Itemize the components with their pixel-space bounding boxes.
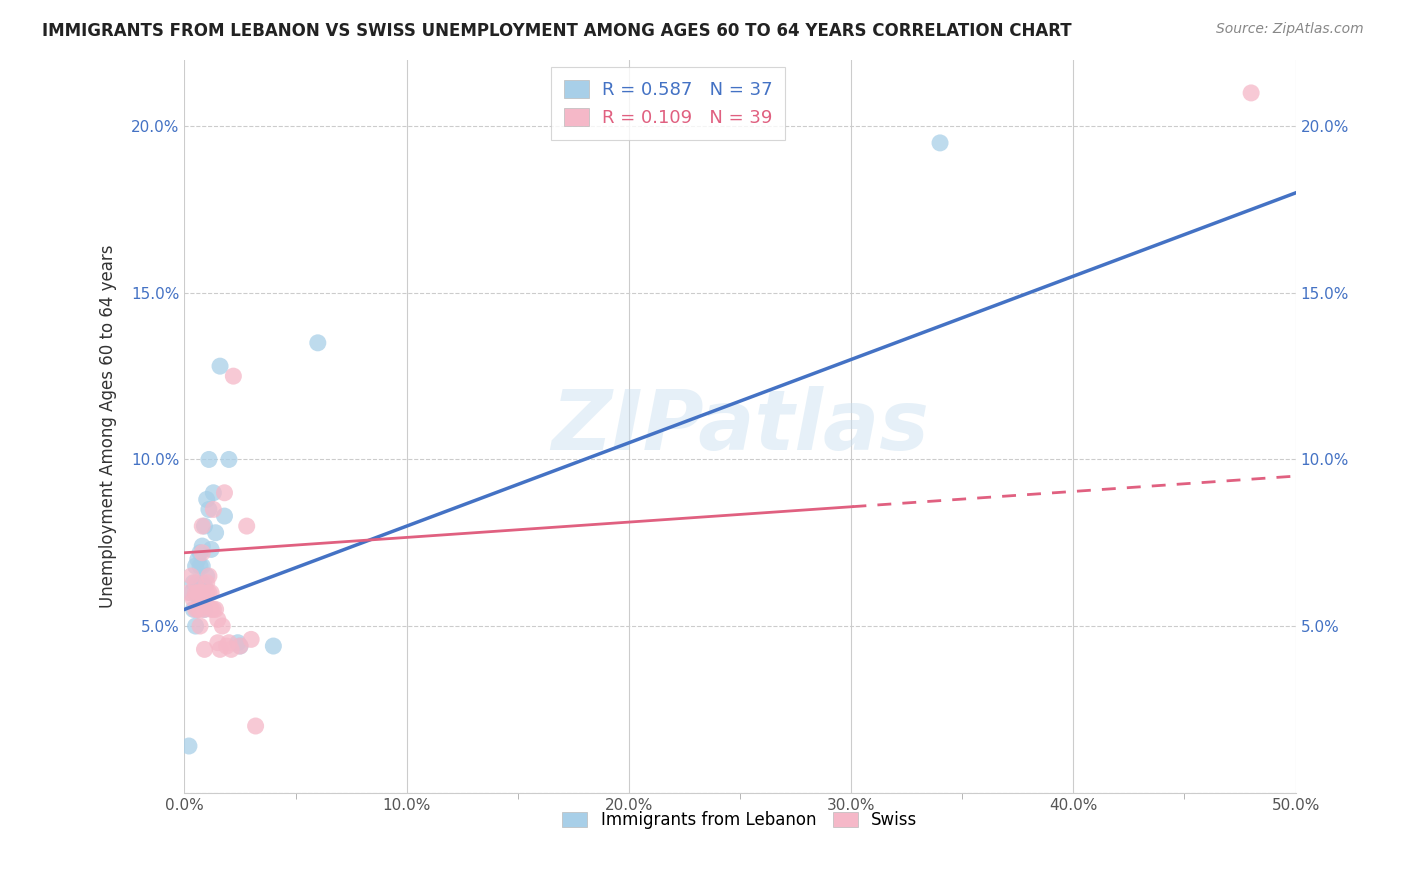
Point [184,619,207,633]
Point [183,575,205,590]
Point [191,585,214,599]
Point [184,575,207,590]
Point [209,359,232,373]
Point [187,585,209,599]
Point [183,602,205,616]
Point [200,542,222,557]
Point [183,592,205,607]
Point [226,636,249,650]
Point [262,639,284,653]
Point [198,585,221,599]
Point [193,602,215,616]
Point [198,452,221,467]
Point [200,585,222,599]
Point [188,585,211,599]
Point [195,575,218,590]
Point [207,612,229,626]
Point [187,585,209,599]
Point [200,602,222,616]
Point [229,639,252,653]
Point [191,519,214,533]
Point [187,552,209,566]
Point [195,492,218,507]
Point [929,136,952,150]
Point [204,525,226,540]
Point [204,602,226,616]
Point [222,369,245,384]
Legend: Immigrants from Lebanon, Swiss: Immigrants from Lebanon, Swiss [555,805,924,836]
Text: Source: ZipAtlas.com: Source: ZipAtlas.com [1216,22,1364,37]
Point [191,539,214,553]
Point [184,585,207,599]
Point [188,579,211,593]
Point [202,502,225,516]
Point [218,636,240,650]
Point [184,585,207,599]
Point [180,569,202,583]
Point [215,639,238,653]
Point [209,642,232,657]
Point [187,575,209,590]
Text: ZIPatlas: ZIPatlas [551,385,929,467]
Point [218,452,240,467]
Point [235,519,257,533]
Point [214,485,236,500]
Point [193,642,215,657]
Point [193,519,215,533]
Point [191,575,214,590]
Point [191,559,214,574]
Point [198,569,221,583]
Point [177,739,200,753]
Point [188,619,211,633]
Point [188,592,211,607]
Y-axis label: Unemployment Among Ages 60 to 64 years: Unemployment Among Ages 60 to 64 years [100,244,117,607]
Point [187,602,209,616]
Point [184,602,207,616]
Point [214,509,236,524]
Point [245,719,267,733]
Point [188,559,211,574]
Point [188,602,211,616]
Point [191,546,214,560]
Point [202,602,225,616]
Point [240,632,263,647]
Point [211,619,233,633]
Text: IMMIGRANTS FROM LEBANON VS SWISS UNEMPLOYMENT AMONG AGES 60 TO 64 YEARS CORRELAT: IMMIGRANTS FROM LEBANON VS SWISS UNEMPLO… [42,22,1071,40]
Point [307,335,329,350]
Point [202,485,225,500]
Point [193,602,215,616]
Point [191,585,214,599]
Point [187,602,209,616]
Point [229,639,252,653]
Point [184,559,207,574]
Point [193,579,215,593]
Point [1240,86,1263,100]
Point [207,636,229,650]
Point [177,585,200,599]
Point [198,502,221,516]
Point [180,585,202,599]
Point [219,642,242,657]
Point [188,546,211,560]
Point [195,569,218,583]
Point [195,585,218,599]
